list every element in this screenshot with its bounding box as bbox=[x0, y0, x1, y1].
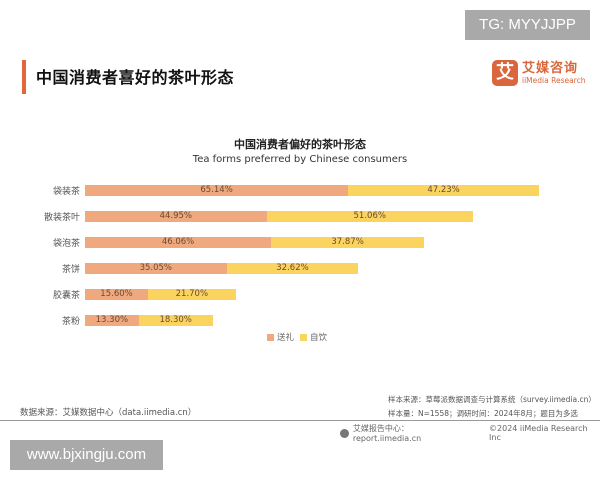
category-label: 散装茶叶 bbox=[43, 213, 80, 223]
logo-mark-icon: 艾 bbox=[492, 60, 518, 86]
legend-label-self: 自饮 bbox=[310, 333, 328, 343]
chart-legend: 送礼 自饮 bbox=[267, 331, 333, 343]
logo-cn-text: 艾媒咨询 bbox=[522, 60, 579, 76]
legend-swatch-self-icon bbox=[300, 333, 308, 341]
category-label: 胶囊茶 bbox=[52, 291, 80, 301]
category-label: 茶粉 bbox=[61, 317, 80, 327]
bar-row: 茶饼 35.05% 32.62% bbox=[0, 263, 600, 275]
bar-row: 胶囊茶 15.60% 21.70% bbox=[0, 289, 600, 301]
bar-row: 散装茶叶 44.95% 51.06% bbox=[0, 211, 600, 223]
bar-segment-self: 32.62% bbox=[226, 263, 359, 274]
header-accent-bar bbox=[22, 60, 26, 94]
report-center-icon bbox=[340, 428, 349, 438]
chart-subtitle: Tea forms preferred by Chinese consumers bbox=[192, 154, 408, 165]
bar-segment-self: 18.30% bbox=[138, 315, 213, 326]
category-label: 袋装茶 bbox=[52, 187, 80, 197]
category-label: 茶饼 bbox=[61, 265, 80, 275]
bar-segment-self: 51.06% bbox=[266, 211, 473, 222]
bar-segment-gift: 13.30% bbox=[85, 315, 139, 326]
watermark-tg: TG: MYYJJPP bbox=[465, 10, 590, 40]
chart-title: 中国消费者偏好的茶叶形态 bbox=[234, 138, 366, 151]
sample-notes: 样本来源：草莓派数据调查与计算系统（survey.iimedia.cn） 样本量… bbox=[388, 393, 596, 421]
bar-segment-self: 21.70% bbox=[148, 289, 236, 300]
bar-segment-gift: 46.06% bbox=[85, 237, 272, 248]
bar-segment-gift: 65.14% bbox=[85, 185, 349, 196]
category-label: 袋泡茶 bbox=[52, 239, 80, 249]
page-title: 中国消费者喜好的茶叶形态 bbox=[36, 68, 235, 87]
bar-segment-gift: 15.60% bbox=[85, 289, 149, 300]
footer-divider bbox=[0, 420, 600, 421]
bar-segment-self: 47.23% bbox=[348, 185, 539, 196]
legend-item-self: 自饮 bbox=[300, 331, 327, 343]
bar-segment-self: 37.87% bbox=[271, 237, 425, 248]
bar-row: 袋泡茶 46.06% 37.87% bbox=[0, 237, 600, 249]
bar-row: 茶粉 13.30% 18.30% bbox=[0, 315, 600, 327]
sample-info: 样本量：N=1558；调研时间：2024年8月；题目为多选 bbox=[388, 409, 578, 418]
bar-segment-gift: 35.05% bbox=[85, 263, 227, 274]
bar-segment-gift: 44.95% bbox=[85, 211, 267, 222]
report-center-link[interactable]: 艾媒报告中心：report.iimedia.cn bbox=[352, 424, 422, 443]
iimedia-logo: 艾 艾媒咨询 iiMedia Research bbox=[492, 60, 585, 86]
sample-source: 样本来源：草莓派数据调查与计算系统（survey.iimedia.cn） bbox=[388, 395, 596, 404]
copyright: ©2024 iiMedia Research Inc bbox=[489, 424, 588, 442]
watermark-site: www.bjxingju.com bbox=[10, 440, 163, 470]
legend-item-gift: 送礼 bbox=[267, 331, 294, 343]
data-source: 数据来源：艾媒数据中心（data.iimedia.cn） bbox=[20, 408, 197, 418]
bar-row: 袋装茶 65.14% 47.23% bbox=[0, 185, 600, 197]
legend-label-gift: 送礼 bbox=[277, 333, 295, 343]
legend-swatch-gift-icon bbox=[267, 333, 274, 341]
footer: 艾媒报告中心：report.iimedia.cn ©2024 iiMedia R… bbox=[340, 423, 600, 443]
logo-en-text: iiMedia Research bbox=[522, 75, 586, 85]
